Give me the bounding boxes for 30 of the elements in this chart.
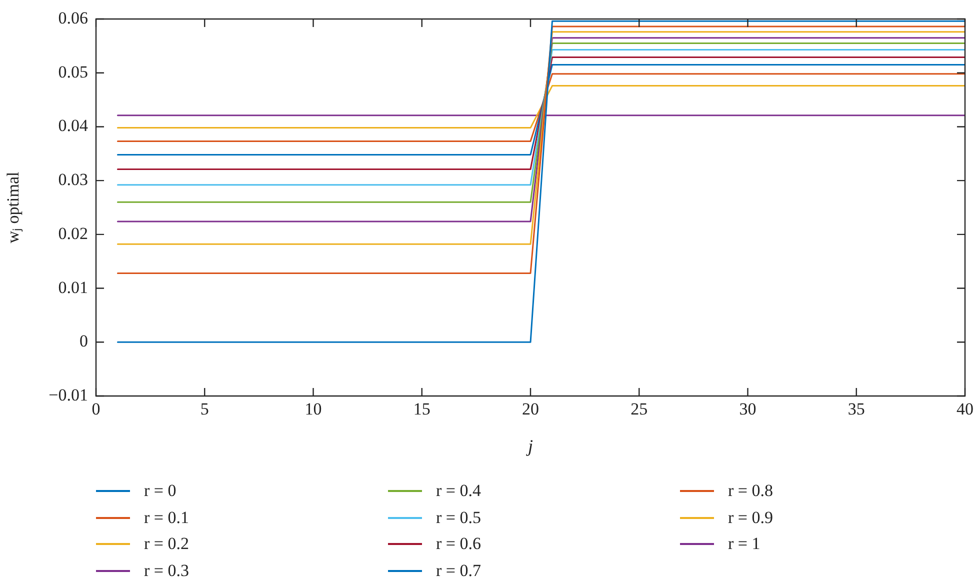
y-tick-label: 0.04 <box>58 116 88 136</box>
y-tick-label: 0.03 <box>58 170 88 190</box>
x-tick-label: 20 <box>522 400 539 419</box>
x-axis-title: j <box>526 436 534 456</box>
y-tick-label: −0.01 <box>48 385 88 404</box>
x-tick-label: 35 <box>848 400 865 419</box>
legend-label: r = 0.9 <box>728 508 773 528</box>
y-axis-title: wⱼ optimal <box>4 171 24 244</box>
legend-label: r = 0.5 <box>436 508 481 528</box>
legend-label: r = 0.6 <box>436 534 481 554</box>
y-tick-label: 0 <box>80 332 88 351</box>
x-tick-label: 0 <box>92 400 100 419</box>
legend-label: r = 0.8 <box>728 481 773 502</box>
legend-label: r = 1 <box>728 534 760 554</box>
legend-label: r = 0.7 <box>436 560 481 581</box>
x-tick-label: 40 <box>956 400 974 419</box>
x-tick-label: 10 <box>304 400 322 419</box>
legend-label: r = 0.1 <box>144 508 189 528</box>
legend-label: r = 0 <box>144 481 176 502</box>
x-tick-label: 25 <box>630 400 648 419</box>
y-tick-label: 0.06 <box>58 8 88 28</box>
y-tick-label: 0.01 <box>58 278 88 297</box>
x-tick-label: 15 <box>413 400 430 419</box>
x-tick-label: 30 <box>739 400 756 419</box>
y-tick-label: 0.05 <box>58 62 88 82</box>
legend-label: r = 0.4 <box>436 481 481 502</box>
x-tick-label: 5 <box>200 400 209 419</box>
legend-label: r = 0.2 <box>144 534 189 554</box>
legend-label: r = 0.3 <box>144 560 189 581</box>
y-tick-label: 0.02 <box>58 224 88 243</box>
